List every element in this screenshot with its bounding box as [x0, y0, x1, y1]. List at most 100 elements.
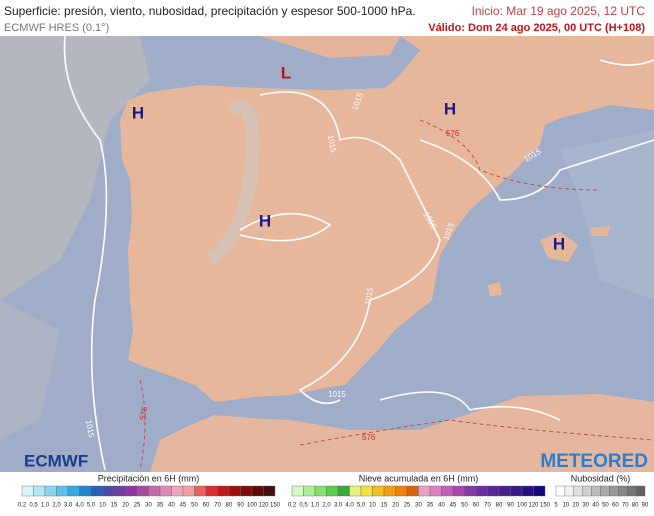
legend-label: 0,2 — [288, 503, 297, 509]
thickness-label: 576 — [138, 405, 149, 420]
thickness-line — [139, 379, 146, 471]
isobars — [63, 35, 654, 471]
legend-label: 2,0 — [322, 503, 331, 509]
legend-label: 50 — [461, 503, 468, 509]
island-menorca — [590, 226, 610, 236]
legend-swatch — [217, 485, 230, 497]
logo-meteored: METEORED — [540, 451, 648, 472]
legend-swatch — [521, 485, 534, 497]
isobar — [419, 139, 654, 201]
legend-label: 120 — [528, 503, 539, 509]
legend-swatch — [148, 485, 161, 497]
land-france-west — [260, 36, 400, 58]
legend-label: 0,5 — [29, 503, 38, 509]
high: H — [132, 103, 144, 122]
legend-label: 40 — [592, 503, 599, 509]
legend-swatch — [591, 485, 601, 497]
island-mallorca — [540, 232, 578, 262]
legend-label: 5,0 — [357, 503, 366, 509]
legend-swatch — [464, 485, 477, 497]
legend-swatch — [441, 485, 454, 497]
legend-label: 150 — [270, 503, 281, 509]
legend-title: Nubosidad (%) — [571, 473, 631, 483]
legend-swatch — [79, 485, 92, 497]
legend-label: 5,0 — [87, 503, 96, 509]
legend-swatch — [125, 485, 138, 497]
legend-swatch — [360, 485, 373, 497]
legend-label: 20 — [122, 503, 129, 509]
legend-title: Nieve acumulada en 6H (mm) — [359, 473, 479, 483]
legend-label: 0,2 — [18, 503, 27, 509]
thickness-label: 576 — [362, 433, 376, 442]
legend-swatch — [90, 485, 103, 497]
legend-swatch — [627, 485, 637, 497]
legend-label: 90 — [237, 503, 244, 509]
legend-label: 20 — [572, 503, 579, 509]
legend-label: 25 — [134, 503, 141, 509]
legend-swatch — [21, 485, 34, 497]
legend-swatch — [510, 485, 523, 497]
legend-swatch — [635, 485, 646, 497]
thickness-line — [419, 119, 601, 191]
legend-label: 50 — [191, 503, 198, 509]
legend-label: 30 — [582, 503, 589, 509]
legend-label: 70 — [214, 503, 221, 509]
low: L — [281, 63, 291, 82]
legend-swatch — [475, 485, 488, 497]
legend-label: 100 — [517, 503, 528, 509]
legend-label: 40 — [438, 503, 445, 509]
legend-label: 30 — [415, 503, 422, 509]
isobar-label: 1015 — [363, 286, 375, 306]
legend-label: 90 — [507, 503, 514, 509]
legend-label: 40 — [168, 503, 175, 509]
legend-label: 70 — [484, 503, 491, 509]
cloud-band — [205, 99, 260, 266]
legend-label: 10 — [563, 503, 570, 509]
legend-swatch — [418, 485, 431, 497]
legend-label: 3,0 — [64, 503, 73, 509]
legend-swatch — [406, 485, 419, 497]
legend-label: 90 — [642, 503, 649, 509]
legend-swatch — [102, 485, 115, 497]
legend-label: 100 — [247, 503, 258, 509]
legend-swatch — [33, 485, 46, 497]
high: H — [444, 99, 456, 118]
legend-swatch — [337, 485, 350, 497]
legend-label: 60 — [612, 503, 619, 509]
init: Inicio: Mar 19 ago 2025, 12 UTC — [472, 4, 646, 18]
isobar — [379, 391, 561, 421]
legend-swatch — [303, 485, 316, 497]
legend-swatch — [291, 485, 304, 497]
legend-swatch — [395, 485, 408, 497]
legend-swatch — [573, 485, 583, 497]
legend-label: 70 — [622, 503, 629, 509]
legend-label: 45 — [450, 503, 457, 509]
island-ibiza — [488, 282, 502, 296]
legend-label: 50 — [602, 503, 609, 509]
thickness-line — [299, 419, 654, 446]
legend-swatch — [182, 485, 195, 497]
legend-swatch — [533, 485, 546, 497]
legend-swatch — [564, 485, 575, 497]
legend-label: 20 — [392, 503, 399, 509]
header-bg — [0, 0, 654, 36]
legend-swatch — [372, 485, 385, 497]
legend-swatch — [56, 485, 69, 497]
isobar-label: 1015 — [328, 390, 346, 399]
legend-label: 4,0 — [345, 503, 354, 509]
legend-swatch — [228, 485, 241, 497]
legend-swatch — [314, 485, 327, 497]
isobar — [239, 212, 332, 242]
legend-label: 15 — [381, 503, 388, 509]
legends: Precipitación en 6H (mm)0,2 0,5 1,0 2,0 3,0 4… — [18, 473, 649, 508]
legend-label: 120 — [258, 503, 269, 509]
legend-swatch — [205, 485, 218, 497]
legend-label: 1,0 — [41, 503, 50, 509]
legend-label: 45 — [180, 503, 187, 509]
legend-swatch — [263, 485, 276, 497]
model: ECMWF HRES (0.1°) — [4, 22, 109, 34]
isobar — [259, 91, 441, 405]
legend-label: 80 — [226, 503, 233, 509]
legend-label: 5 — [554, 503, 558, 509]
